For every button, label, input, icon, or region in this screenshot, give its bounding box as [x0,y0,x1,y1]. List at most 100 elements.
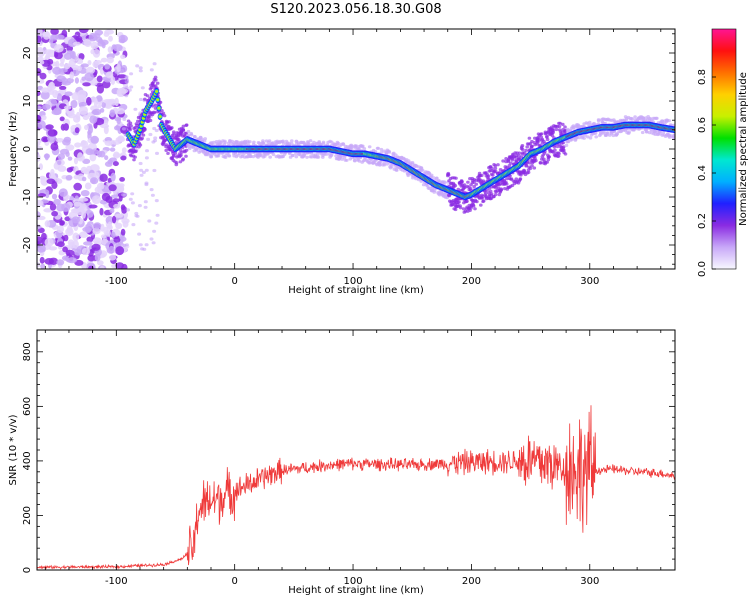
ridge-halo [378,163,382,167]
ridge-halo [461,207,466,211]
noise-blob [50,142,59,151]
noise-blob [105,229,111,237]
ridge-halo [268,155,273,159]
ridge-halo [161,111,166,115]
ridge-halo [153,75,158,79]
noise-blob [88,32,98,42]
noise-blob [95,117,105,126]
ridge-halo [547,155,551,159]
noise-blob [121,127,126,131]
ridge-halo [379,150,384,155]
noise-blob [64,91,73,97]
ridge-halo [491,173,495,177]
noise-blob [37,154,41,162]
ridge-halo [545,134,549,138]
ridge-halo [481,179,486,183]
ridge-halo [644,130,649,134]
ridge-halo [178,160,183,164]
noise-blob [124,75,129,79]
noise-blob [101,42,106,49]
noise-blob [91,243,101,251]
noise-blob [108,184,117,192]
noise-blob [144,181,149,185]
ridge-halo [563,152,568,156]
noise-blob [58,188,68,197]
noise-blob [138,66,143,70]
y-tick-label: -20 [22,237,33,253]
noise-blob [109,208,115,214]
ridge-halo [315,152,320,156]
ridge-halo [294,152,298,156]
noise-blob [151,241,156,245]
snr-series-line [37,405,675,570]
noise-blob [89,149,100,155]
noise-blob [130,201,135,205]
noise-blob [59,148,70,155]
noise-blob [59,85,67,90]
noise-blob [100,123,110,129]
noise-blob [114,97,119,107]
spectrogram-x-ticks: -100 0 100 200 300 [44,29,662,287]
ridge-halo [473,207,477,211]
noise-blob [154,128,159,133]
noise-blob [65,249,75,256]
noise-blob [71,216,81,224]
ridge-halo [172,130,176,134]
ridge-halo [155,81,160,85]
noise-blob [53,198,61,205]
noise-blob [37,105,42,110]
ridge-halo [211,143,215,147]
noise-blob [99,108,105,113]
noise-blob [104,155,109,161]
noise-blob [133,107,138,111]
ridge-halo [376,146,381,150]
ridge-halo [341,142,346,146]
noise-blob [130,192,135,196]
noise-blob [62,246,68,253]
ridge-halo [362,147,367,151]
noise-blob [90,41,99,50]
noise-blob [108,245,115,254]
ridge-halo [281,141,286,145]
noise-blob [39,72,47,80]
x-tick-label: 300 [580,576,599,587]
ridge-halo [488,189,493,193]
noise-blob [99,207,104,216]
noise-blob [37,262,41,268]
noise-blob [50,29,59,35]
noise-blob [137,232,142,236]
colorbar-tick-label: 0.4 [697,165,708,181]
ridge-halo [140,136,144,140]
noise-blob [114,213,124,218]
noise-blob [104,63,110,70]
noise-blob [37,224,42,230]
ridge-halo [586,135,590,139]
noise-blob [80,140,86,146]
ridge-halo [179,153,183,157]
x-tick-label: 0 [231,276,237,287]
y-tick-label: 200 [22,506,33,525]
noise-blob [92,227,101,235]
ridge-halo [223,140,227,145]
noise-blob [37,141,41,147]
ridge-core [155,90,159,93]
noise-blob [41,115,47,121]
ridge-halo [336,141,341,145]
noise-blob [82,227,91,232]
ridge-halo [627,130,631,134]
x-tick-label: 100 [343,576,362,587]
noise-blob [66,167,73,173]
ridge-halo [524,148,528,152]
x-tick-label: 100 [343,276,362,287]
noise-blob [141,170,146,174]
x-tick-label: 200 [462,576,481,587]
colorbar-ramp [712,29,736,269]
ridge-halo [611,133,616,138]
ridge-halo [443,181,447,185]
ridge-halo [486,174,491,178]
noise-blob [97,182,105,190]
noise-blob [104,140,114,146]
ridge-halo [458,206,463,210]
ridge-halo [557,152,561,156]
ridge-halo [184,154,188,158]
